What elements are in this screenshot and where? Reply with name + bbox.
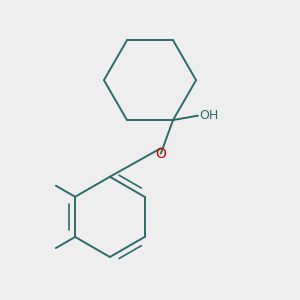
Text: OH: OH (200, 109, 219, 122)
Text: O: O (155, 147, 166, 160)
